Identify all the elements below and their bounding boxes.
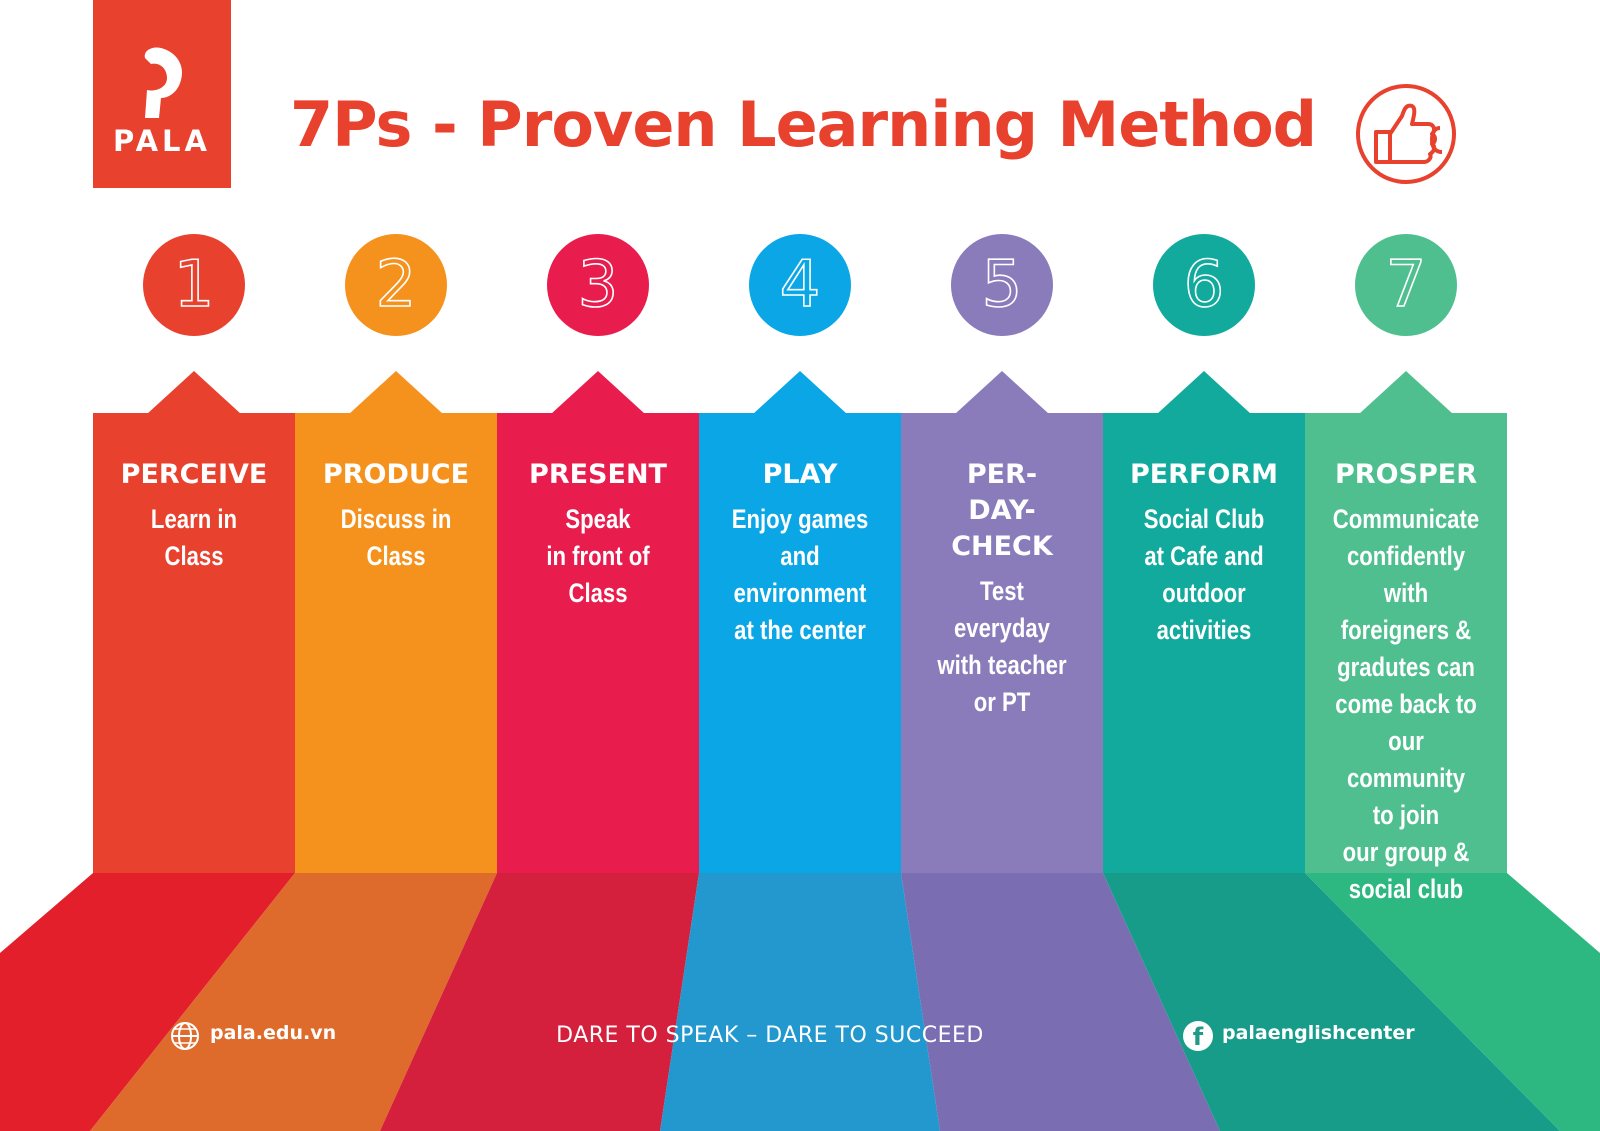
step-description-line: Class xyxy=(568,578,628,608)
floor-stripe-3 xyxy=(380,873,699,1131)
slogan: DARE TO SPEAK – DARE TO SUCCEED xyxy=(556,1023,984,1048)
step-description: Speak in front of Class xyxy=(520,501,676,612)
step-description-line: Social Club xyxy=(1143,504,1265,534)
step-description-line: with teacher xyxy=(937,650,1067,680)
step-arrow-2 xyxy=(349,371,443,414)
step-title: PRESENT xyxy=(529,459,667,490)
step-description-line: gradutes can xyxy=(1337,652,1475,682)
step-description-line: come back to xyxy=(1335,689,1477,719)
step-column-4: PLAY Enjoy games and environment at the cent… xyxy=(699,413,901,873)
step-title-line: DAY- xyxy=(968,495,1036,526)
step-arrow-3 xyxy=(551,371,645,414)
step-description-line: Communicate xyxy=(1332,504,1480,534)
floor-stripe-2 xyxy=(90,873,497,1131)
step-description: Learn in Class xyxy=(116,501,272,575)
step-description-line: Enjoy games xyxy=(731,504,869,534)
step-title: PER- DAY- CHECK xyxy=(901,457,1103,565)
step-description-line: social club xyxy=(1348,874,1464,904)
step-number: 5 xyxy=(981,247,1023,323)
step-description-line: and xyxy=(780,541,820,571)
step-number: 4 xyxy=(779,247,821,323)
step-number: 6 xyxy=(1183,247,1225,323)
pala-mascot-icon xyxy=(144,47,183,118)
step-description-line: Class xyxy=(164,541,224,571)
step-description-line: at Cafe and xyxy=(1144,541,1264,571)
globe-icon xyxy=(171,1022,199,1050)
step-description-line: our community xyxy=(1346,726,1466,793)
step-arrow-7 xyxy=(1359,371,1453,414)
step-column-7: PROSPER Communicate confidently with foreig… xyxy=(1305,413,1507,904)
step-column-5: PER- DAY- CHECK Test everyday with teacher or … xyxy=(901,413,1103,873)
step-description-line: foreigners & xyxy=(1340,615,1472,645)
step-description-line: activities xyxy=(1156,615,1252,645)
floor-edge-left xyxy=(0,873,93,953)
floor-edge-right xyxy=(1507,873,1600,953)
floor-stripe-4 xyxy=(660,873,940,1131)
step-column-2: PRODUCE Discuss in Class xyxy=(295,413,497,873)
step-column-6: PERFORM Social Club at Cafe and outdoor acti… xyxy=(1103,413,1305,873)
step-description-line: our group & xyxy=(1342,837,1470,867)
step-number-circle-4: 4 xyxy=(749,234,851,336)
step-number-circle-3: 3 xyxy=(547,234,649,336)
step-title: PRODUCE xyxy=(322,459,470,490)
step-arrow-5 xyxy=(955,371,1049,414)
step-description-line: at the center xyxy=(734,615,866,645)
step-column-1: PERCEIVE Learn in Class xyxy=(93,413,295,873)
step-number: 3 xyxy=(577,247,619,323)
step-arrow-6 xyxy=(1157,371,1251,414)
step-description-line: Class xyxy=(366,541,426,571)
step-title-line: CHECK xyxy=(951,531,1053,562)
step-description-line: to join xyxy=(1372,800,1440,830)
floor-stripe-7 xyxy=(1305,873,1600,1131)
step-title: PERFORM xyxy=(1129,459,1279,490)
step-description-line: or PT xyxy=(973,687,1031,717)
step-title-line: PER- xyxy=(966,459,1038,490)
step-number-circle-2: 2 xyxy=(345,234,447,336)
floor-stripe-1 xyxy=(0,873,295,1131)
step-number: 2 xyxy=(375,247,417,323)
floor-stripe-5 xyxy=(901,873,1220,1131)
step-title: PROSPER xyxy=(1334,459,1477,490)
website-link[interactable]: pala.edu.vn xyxy=(210,1022,337,1044)
step-arrow-1 xyxy=(147,371,241,414)
pala-logo[interactable]: PALA xyxy=(93,0,231,188)
step-number-circle-1: 1 xyxy=(143,234,245,336)
step-description: Communicate confidently with foreigners & g… xyxy=(1328,501,1484,908)
step-description: Enjoy games and environment at the center xyxy=(722,501,878,649)
step-description-line: everyday xyxy=(953,613,1051,643)
step-description: Social Club at Cafe and outdoor activities xyxy=(1126,501,1282,649)
step-description-line: in front of xyxy=(546,541,650,571)
step-description-line: outdoor xyxy=(1162,578,1246,608)
step-description-line: Discuss in xyxy=(340,504,452,534)
page-title: 7Ps - Proven Learning Method xyxy=(290,88,1317,161)
facebook-link[interactable]: palaenglishcenter xyxy=(1222,1022,1415,1044)
step-title: PLAY xyxy=(762,459,838,490)
step-description-line: Speak xyxy=(565,504,631,534)
step-number-circle-6: 6 xyxy=(1153,234,1255,336)
thumbs-up-icon xyxy=(1356,84,1456,184)
step-number: 1 xyxy=(173,247,215,323)
step-description-line: Learn in xyxy=(150,504,238,534)
facebook-icon: f xyxy=(1183,1021,1213,1051)
step-description: Test everyday with teacher or PT xyxy=(924,573,1080,721)
step-description: Discuss in Class xyxy=(318,501,474,575)
step-description-line: confidently with xyxy=(1346,541,1466,608)
step-column-3: PRESENT Speak in front of Class xyxy=(497,413,699,873)
step-title: PERCEIVE xyxy=(120,459,268,490)
step-number-circle-7: 7 xyxy=(1355,234,1457,336)
logo-text: PALA xyxy=(113,124,211,158)
floor-stripe-6 xyxy=(1103,873,1560,1131)
step-number: 7 xyxy=(1385,247,1427,323)
step-arrow-4 xyxy=(753,371,847,414)
step-number-circle-5: 5 xyxy=(951,234,1053,336)
step-description-line: environment xyxy=(733,578,867,608)
step-description-line: Test xyxy=(980,576,1024,606)
